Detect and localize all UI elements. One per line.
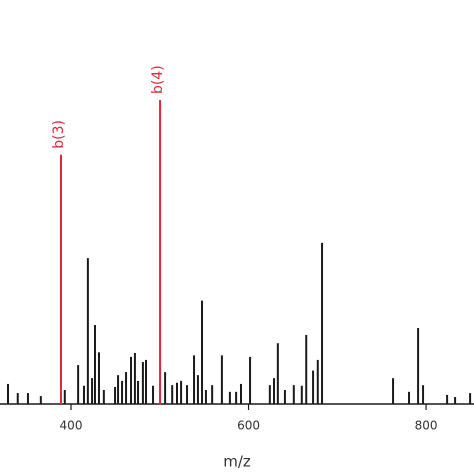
x-tick-label: 400 bbox=[60, 419, 83, 433]
peak-label: b(4) bbox=[150, 65, 166, 94]
x-tick-label: 600 bbox=[237, 419, 260, 433]
peak-label: b(3) bbox=[51, 120, 67, 149]
x-axis-label: m/z bbox=[223, 453, 251, 471]
x-tick-label: 800 bbox=[415, 419, 438, 433]
